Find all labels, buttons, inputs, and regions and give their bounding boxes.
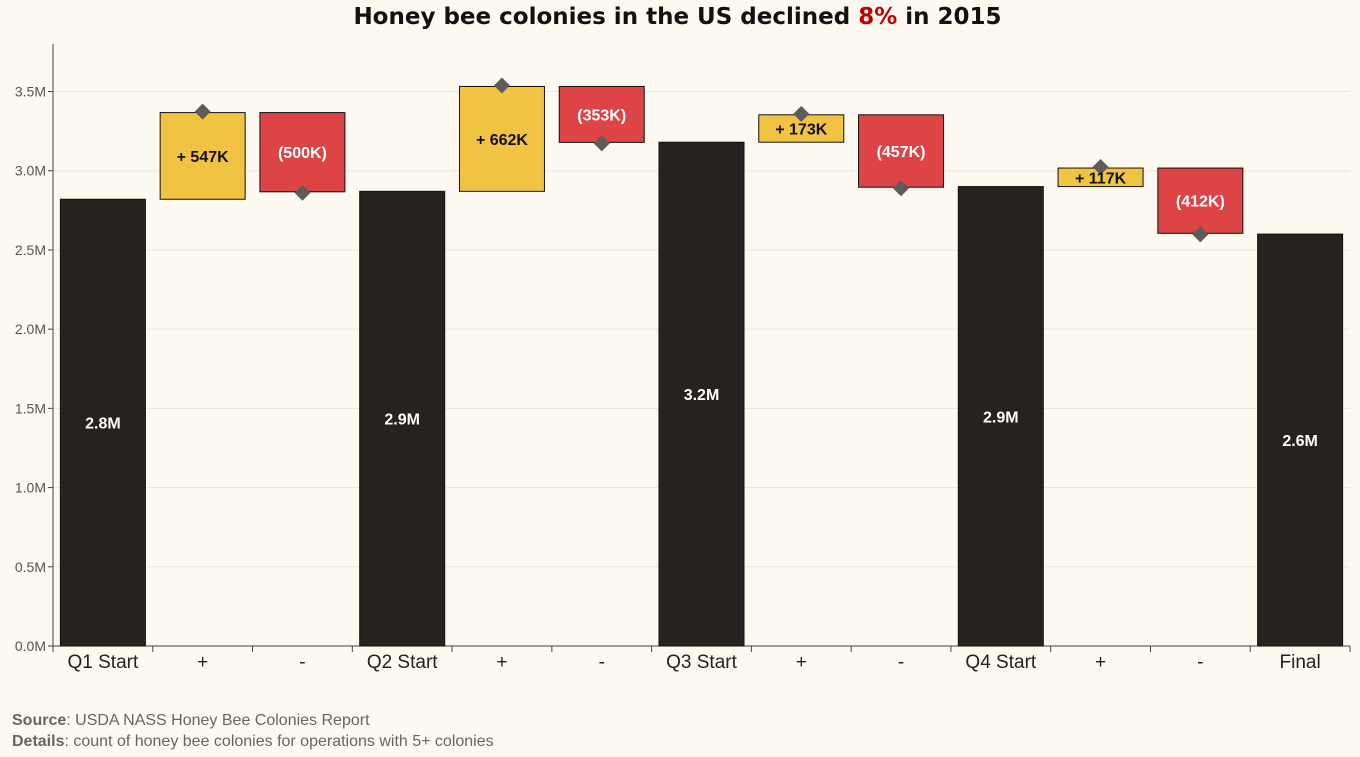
end-marker [893,180,910,197]
data-label: 2.6M [1282,433,1318,450]
data-label: + 117K [1075,170,1127,187]
footer-source: Source: USDA NASS Honey Bee Colonies Rep… [12,712,370,730]
x-tick-label: - [599,652,605,673]
decrease-bar [858,114,945,188]
end-marker [294,184,311,201]
y-tick-label: 1.5M [15,400,46,416]
end-marker [194,103,211,120]
x-tick-label: + [796,652,807,673]
data-label: + 662K [476,132,528,149]
x-tick-label: + [496,652,507,673]
x-tick-label: - [299,652,305,673]
data-label: (353K) [577,107,626,124]
data-label: 2.9M [384,412,420,429]
details-text: : count of honey bee colonies for operat… [64,733,494,750]
x-tick-label: Q4 Start [965,652,1036,673]
decrease-bar [259,112,346,193]
details-label: Details [12,733,65,750]
y-tick-label: 3.5M [15,84,46,100]
data-label: 2.9M [983,409,1019,426]
total-bar [957,186,1044,647]
x-tick-label: Q3 Start [666,652,737,673]
waterfall-chart: 0.0M 0.5M 1.0M 1.5M 2.0M 2.5M 3.0M 3.5M Q1 Start… [15,44,1351,673]
x-tick-label: Q1 Start [68,652,139,673]
increase-bar [159,112,246,200]
footer-details: Details: count of honey bee colonies for… [12,733,494,751]
total-bar [1257,233,1344,647]
y-tick-label: 2.5M [15,242,46,258]
end-marker [1192,226,1209,243]
data-label: 3.2M [684,387,720,404]
x-tick-label: Final [1280,652,1321,673]
source-text: : USDA NASS Honey Bee Colonies Report [66,712,370,729]
end-marker [593,135,610,152]
decrease-bar [558,85,645,143]
data-label: + 547K [177,149,229,166]
title-prefix: Honey bee colonies in the US declined [353,4,859,30]
total-bar [359,190,446,647]
y-tick-label: 3.0M [15,163,46,179]
y-tick-label: 2.0M [15,321,46,337]
x-tick-label: - [898,652,904,673]
x-tick-label: + [1095,652,1106,673]
end-marker [1092,159,1109,176]
data-label: (457K) [877,144,926,161]
total-bar [658,141,745,647]
y-tick-label: 1.0M [15,480,46,496]
source-label: Source [12,712,67,729]
y-tick-label: 0.0M [15,638,46,654]
title-suffix: in 2015 [897,4,1002,30]
chart-title: Honey bee colonies in the US declined 8%… [0,4,1355,30]
end-marker [493,77,510,94]
data-label: + 173K [775,122,827,139]
x-tick-label: Q2 Start [367,652,438,673]
x-tick-label: + [197,652,208,673]
decrease-bar [1157,167,1244,234]
data-label: 2.8M [85,416,121,433]
title-highlight: 8% [858,4,898,30]
end-marker [793,105,810,122]
data-label: (412K) [1176,194,1225,211]
x-tick-label: - [1197,652,1203,673]
y-tick-label: 0.5M [15,559,46,575]
data-label: (500K) [278,145,327,162]
total-bar [59,198,146,647]
increase-bar [458,85,545,192]
